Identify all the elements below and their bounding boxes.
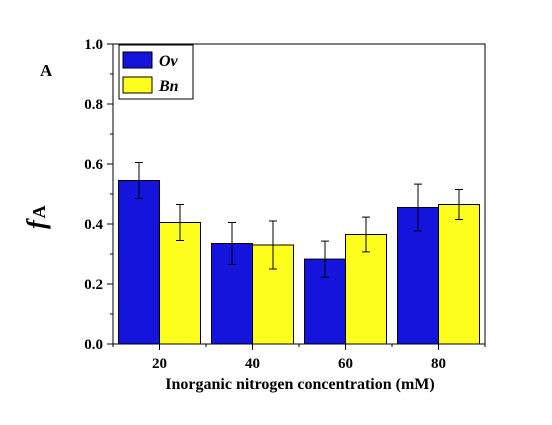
x-tick-label: 20 — [152, 356, 167, 372]
y-tick-label: 0.6 — [84, 157, 103, 173]
y-tick-label: 0.8 — [84, 97, 103, 113]
y-axis-label-sub: A — [29, 205, 49, 218]
x-tick-label: 60 — [338, 356, 353, 372]
bar-bn-80 — [438, 204, 480, 345]
axis-frame — [112, 43, 486, 345]
bar-bn-20 — [159, 222, 201, 345]
bar-ov-20 — [118, 180, 160, 345]
legend: Ov Bn — [118, 44, 194, 100]
legend-label-bn: Bn — [158, 78, 179, 95]
legend-swatch-ov — [122, 51, 153, 69]
bar-bn-60 — [345, 234, 387, 345]
x-tick-label: 80 — [431, 356, 446, 372]
x-axis-label: Inorganic nitrogen concentration (mM) — [165, 376, 434, 393]
x-tick-label: 40 — [245, 356, 260, 372]
y-tick-label: 0.2 — [84, 277, 103, 293]
y-axis-label: fA — [22, 205, 51, 229]
y-tick-label: 0.0 — [84, 337, 103, 353]
plot-area: 0.0 0.2 0.4 0.6 0.8 1.0 20 40 60 80 — [84, 37, 486, 372]
y-tick-label: 1.0 — [84, 37, 103, 53]
panel-label: A — [40, 61, 53, 80]
y-tick-label: 0.4 — [84, 217, 103, 233]
legend-label-ov: Ov — [159, 53, 179, 70]
y-axis-label-main: f — [22, 218, 51, 229]
legend-swatch-bn — [122, 76, 153, 94]
